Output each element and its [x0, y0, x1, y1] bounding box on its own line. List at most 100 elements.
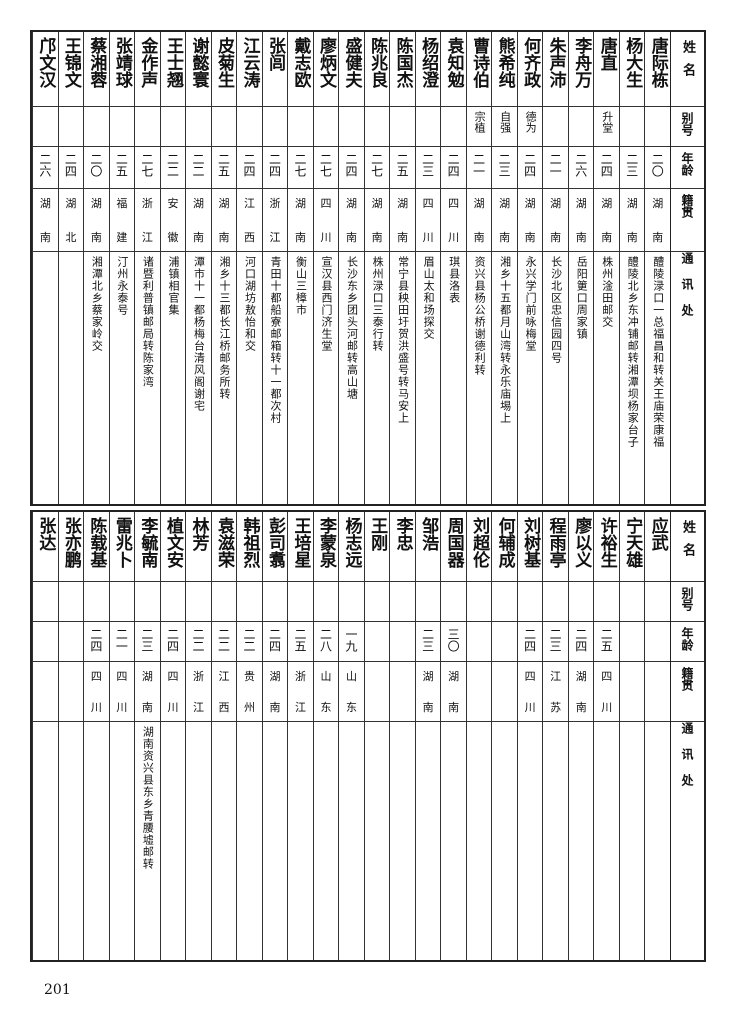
- person-record: 廖炳文 二七四川宣汉县西门济生堂: [312, 32, 339, 504]
- person-alias-cell: [543, 107, 568, 147]
- person-age-cell: 二六: [568, 147, 594, 189]
- person-alias-cell: [211, 582, 237, 622]
- person-address-cell: 湖南资兴县东乡青腰墟邮转: [135, 722, 160, 960]
- person-name-cell: 杨大生: [619, 32, 645, 107]
- person-record: 王培星 二五浙江: [287, 512, 313, 960]
- person-name: 雷兆卜: [111, 517, 132, 568]
- person-address-cell: [416, 722, 441, 960]
- native-province-char-1: 湖: [65, 197, 77, 210]
- person-age-cell: 二六: [33, 147, 58, 189]
- person-native-cell: [492, 662, 517, 722]
- person-native-cell: 湖南: [84, 189, 109, 252]
- person-name-cell: 何辅成: [492, 512, 517, 582]
- person-name-cell: 李忠: [390, 512, 415, 582]
- person-alias-cell: [288, 582, 313, 622]
- person-address: 湘潭北乡蔡家岭交: [90, 256, 104, 352]
- person-native-cell: 湖南: [390, 189, 415, 252]
- person-name-cell: 杨绍澄: [415, 32, 441, 107]
- person-alias-cell: [339, 582, 364, 622]
- native-province-char-2: 州: [243, 701, 255, 714]
- person-record: 金作声 二七浙江诸暨利普镇邮局转陈家湾: [134, 32, 160, 504]
- person-address-cell: 株州渌口三泰行转: [365, 252, 390, 504]
- native-province-char-2: 川: [422, 231, 434, 244]
- native-province-char-1: 浙: [269, 197, 281, 210]
- person-name: 何辅成: [494, 517, 515, 568]
- person-native-cell: 四川: [517, 662, 543, 722]
- person-age-cell: 二四: [262, 622, 288, 662]
- person-address: 株州淦田邮交: [600, 256, 614, 328]
- person-record: 王锦文 二四湖北: [57, 32, 84, 504]
- person-address-cell: [620, 722, 645, 960]
- person-alias: 宗植: [473, 111, 487, 133]
- person-native-cell: 湖南: [211, 189, 237, 252]
- person-record: 何辅成: [491, 512, 517, 960]
- person-address: 长沙北区忠信园四号: [549, 256, 563, 364]
- person-address-cell: [365, 722, 390, 960]
- native-province-char-2: 南: [473, 231, 485, 244]
- native-province-char-1: 江: [218, 670, 230, 683]
- person-age-cell: 二四: [160, 622, 186, 662]
- person-record: 皮菊生 二五湖南湘乡十三都长江桥邮务所转: [210, 32, 237, 504]
- person-record: 陈兆良 二七湖南株州渌口三泰行转: [363, 32, 390, 504]
- person-address: 湘乡十五都月山湾转永乐庙埸上: [498, 256, 512, 424]
- person-address: 醴陵渌口一总福昌和转关王庙荣康福: [651, 256, 665, 448]
- person-alias-cell: [313, 582, 339, 622]
- person-age-cell: 二四: [84, 622, 109, 662]
- person-alias-cell: [237, 107, 262, 147]
- person-record: 程雨亭 二三江苏: [542, 512, 568, 960]
- person-alias-cell: [313, 107, 339, 147]
- person-record: 张闾 二四浙江青田十都船寮邮箱转十一都次村: [261, 32, 288, 504]
- roster-table-bottom: 姓名 别号 年龄 籍贯 通讯处 应武 宁天雄 许裕生 二五四川廖以义 二四湖南程雨亭 二三江苏刘树基…: [30, 510, 706, 962]
- person-name: 张靖球: [111, 37, 132, 88]
- person-record: 江云涛 二四江西河口湖坊敖怡和交: [236, 32, 262, 504]
- person-native-cell: 安徽: [160, 189, 186, 252]
- person-name-cell: 王锦文: [58, 32, 84, 107]
- native-province-char-1: 四: [601, 670, 613, 683]
- person-record: 曹诗伯 宗植 二一湖南资兴县杨公桥谢德利转: [465, 32, 492, 504]
- native-province-char-1: 四: [524, 670, 536, 683]
- person-name: 谢懿寰: [188, 37, 209, 88]
- person-name-cell: 周国器: [441, 512, 466, 582]
- native-province-char-1: 浙: [295, 670, 307, 683]
- native-province-char-2: 南: [141, 701, 153, 714]
- person-alias-cell: [339, 107, 364, 147]
- person-address-cell: [84, 722, 109, 960]
- person-name-cell: 朱声沛: [543, 32, 568, 107]
- native-province-char-1: 湖: [473, 197, 485, 210]
- person-age: 二二: [190, 153, 205, 177]
- person-name-cell: 王士翘: [160, 32, 186, 107]
- person-name-cell: 廖炳文: [313, 32, 339, 107]
- person-address-cell: [569, 722, 594, 960]
- person-age-cell: 二四: [594, 147, 619, 189]
- person-name-cell: 袁知勉: [441, 32, 466, 107]
- person-address-cell: 诸暨利普镇邮局转陈家湾: [135, 252, 160, 504]
- person-name: 王锦文: [60, 37, 81, 88]
- person-address: 青田十都船寮邮箱转十一都次村: [269, 256, 282, 424]
- person-alias-cell: 宗植: [466, 107, 492, 147]
- person-age-cell: 二二: [237, 622, 262, 662]
- person-age-cell: 二七: [288, 147, 313, 189]
- person-address-cell: [33, 722, 58, 960]
- person-age-cell: 二四: [517, 622, 543, 662]
- person-alias-cell: [135, 582, 160, 622]
- person-age-cell: 一九: [339, 622, 364, 662]
- native-province-char-1: 湖: [524, 197, 536, 210]
- person-age-cell: 二一: [466, 147, 492, 189]
- person-name-cell: 植文安: [160, 512, 186, 582]
- person-native-cell: 四川: [84, 662, 109, 722]
- person-record: 蔡湘蓉 二〇湖南湘潭北乡蔡家岭交: [83, 32, 109, 504]
- person-age: 二六: [37, 153, 52, 177]
- native-province-char-2: 川: [167, 701, 179, 714]
- native-province-char-2: 南: [90, 231, 102, 244]
- person-name: 李蒙泉: [316, 517, 337, 568]
- person-age: 二七: [369, 153, 384, 177]
- person-name: 彭司翥: [265, 517, 285, 568]
- person-address-cell: [33, 252, 58, 504]
- person-address-cell: [186, 722, 211, 960]
- native-province-char-2: 北: [65, 231, 77, 244]
- person-name: 廖以义: [571, 517, 592, 568]
- person-name-cell: 韩祖烈: [237, 512, 262, 582]
- native-province-char-1: 四: [422, 197, 434, 210]
- person-native-cell: 浙江: [262, 189, 288, 252]
- native-province-char-1: 湖: [626, 197, 638, 210]
